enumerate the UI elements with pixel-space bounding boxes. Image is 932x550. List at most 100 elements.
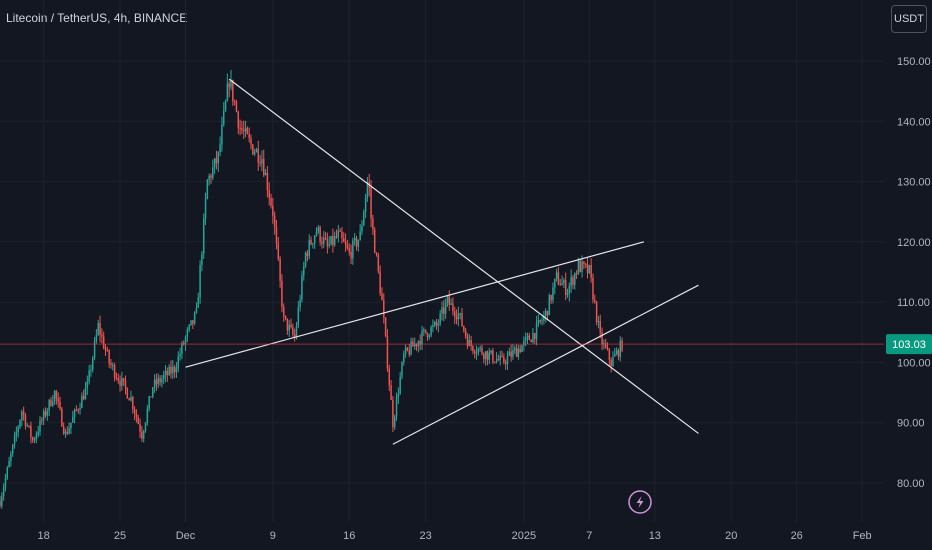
trendline	[185, 241, 645, 368]
candle-body	[119, 380, 121, 386]
candle-body	[321, 241, 323, 244]
candle-body	[486, 351, 489, 360]
candle-body	[372, 218, 374, 230]
candle-body	[383, 300, 385, 318]
candle-body	[333, 236, 336, 245]
y-tick-label: 90.00	[897, 418, 925, 430]
candle-body	[241, 127, 243, 131]
candle-body	[381, 293, 383, 301]
candle-body	[319, 227, 321, 242]
candle-body	[72, 416, 74, 423]
candle-body	[206, 179, 209, 200]
candle-body	[55, 390, 58, 399]
candle-body	[137, 417, 139, 424]
candle-body	[237, 111, 240, 128]
candle-body	[559, 284, 561, 286]
event-marker[interactable]	[628, 490, 652, 514]
candle-body	[11, 444, 14, 454]
candle-body	[408, 350, 411, 355]
candle-body	[426, 332, 429, 337]
candle-body	[155, 379, 158, 385]
candle-body	[117, 378, 119, 381]
candle-body	[541, 320, 543, 322]
candle-body	[404, 347, 407, 354]
candle-body	[550, 295, 552, 301]
candle-body	[515, 348, 518, 357]
candle-body	[299, 299, 301, 308]
candle-body	[413, 343, 416, 347]
candle-body	[221, 124, 223, 145]
y-tick-label: 100.00	[897, 357, 931, 369]
y-axis: 150.00 140.00 130.00 120.00 110.00 100.00 90.0…	[897, 56, 931, 490]
last-price-label: 103.03	[892, 339, 926, 351]
candle-body	[59, 401, 61, 409]
last-price-tag	[886, 334, 932, 355]
candle-body	[437, 323, 440, 326]
candle-body	[2, 487, 5, 497]
lightning-bolt-icon[interactable]	[628, 490, 652, 514]
candle-body	[92, 357, 94, 370]
candle-body	[197, 297, 200, 308]
candle-body	[375, 252, 378, 255]
candle-body	[141, 431, 143, 439]
candle-body	[86, 381, 89, 389]
candle-body	[217, 152, 220, 164]
candle-body	[101, 334, 103, 337]
candle-body	[159, 378, 161, 383]
candle-body	[21, 411, 23, 421]
candle-body	[157, 378, 159, 385]
candle-body	[208, 175, 210, 180]
candle-body	[352, 240, 354, 259]
candle-body	[0, 500, 1, 507]
candle-body	[257, 148, 260, 163]
candle-body	[470, 340, 472, 347]
candle-body	[386, 336, 389, 369]
candle-body	[188, 324, 190, 330]
candle-body	[79, 408, 81, 410]
candle-body	[353, 237, 356, 241]
candle-body	[41, 420, 43, 422]
candle-body	[62, 426, 65, 434]
candle-body	[57, 398, 59, 402]
candle-body	[42, 411, 45, 421]
candle-body	[202, 218, 205, 254]
candle-body	[81, 395, 83, 409]
candle-body	[621, 340, 623, 351]
candle-body	[543, 315, 545, 321]
candle-body	[579, 260, 581, 272]
candle-body	[472, 346, 474, 352]
candle-body	[70, 422, 72, 429]
candle-body	[115, 377, 118, 379]
candle-body	[361, 225, 363, 232]
x-tick-label: 20	[725, 530, 737, 542]
candle-body	[439, 313, 441, 324]
y-tick-label: 130.00	[897, 177, 931, 189]
candle-body	[490, 350, 492, 353]
candle-body	[277, 242, 280, 259]
candle-body	[264, 173, 267, 176]
candle-body	[432, 325, 434, 328]
candle-body	[164, 370, 167, 376]
candle-body	[144, 422, 147, 432]
candle-body	[366, 182, 369, 198]
candle-body	[252, 144, 254, 155]
candle-body	[337, 230, 340, 238]
currency-button[interactable]: USDT	[891, 5, 927, 33]
candle-body	[250, 138, 252, 145]
trendline	[228, 78, 699, 434]
candle-body	[326, 239, 329, 246]
candle-body	[570, 277, 572, 286]
candle-body	[554, 278, 556, 288]
candle-body	[495, 359, 498, 363]
candle-body	[344, 241, 347, 245]
candle-body	[242, 130, 245, 132]
candle-body	[601, 332, 603, 345]
candle-body	[166, 370, 169, 376]
candle-body	[46, 410, 49, 416]
candle-body	[517, 348, 520, 357]
candle-body	[37, 431, 39, 435]
candle-body	[77, 409, 79, 411]
candle-body	[468, 340, 471, 346]
candle-body	[484, 351, 487, 359]
